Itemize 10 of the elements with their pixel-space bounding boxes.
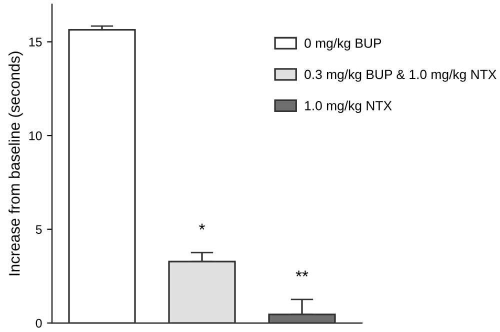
y-tick-label: 15	[29, 38, 42, 46]
y-tick-label: 10	[29, 131, 42, 140]
y-tick-label: 5	[36, 225, 42, 234]
y-axis-title: Increase from baseline (seconds)	[8, 52, 23, 276]
legend-label: 1.0 mg/kg NTX	[305, 100, 392, 113]
annotation: *	[199, 224, 205, 230]
legend-label: 0 mg/kg BUP	[304, 38, 382, 50]
annotation: **	[296, 270, 308, 276]
y-tick-label: 0	[36, 318, 42, 328]
legend-label: 0.3 mg/kg BUP & 1.0 mg/kg NTX	[304, 69, 496, 82]
